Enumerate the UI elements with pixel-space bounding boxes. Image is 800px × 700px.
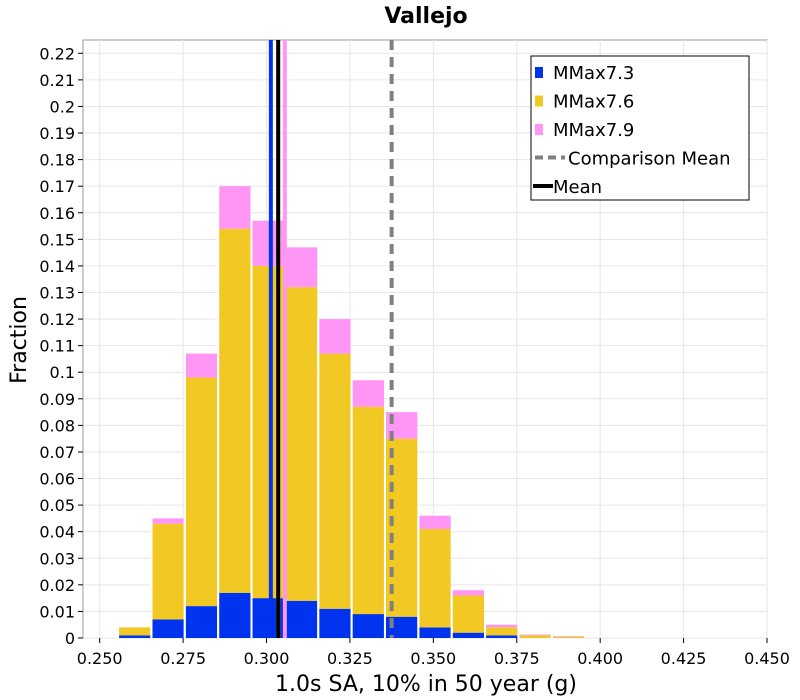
- legend-label: Comparison Mean: [568, 149, 731, 170]
- x-tick-label: 0.375: [494, 649, 540, 668]
- bar-mmax7-6: [119, 627, 151, 636]
- y-tick-label: 0.13: [39, 283, 75, 302]
- legend-swatch: [535, 67, 543, 78]
- bar-mmax7-6: [319, 353, 351, 609]
- bar-mmax7-3: [319, 608, 351, 638]
- bar-mmax7-9: [152, 518, 184, 524]
- x-axis-title: 1.0s SA, 10% in 50 year (g): [275, 672, 577, 697]
- y-tick-label: 0.18: [39, 151, 75, 170]
- y-tick-label: 0.21: [39, 71, 75, 90]
- y-tick-label: 0.07: [39, 443, 75, 462]
- bar-mmax7-9: [285, 247, 318, 288]
- bar-mmax7-6: [519, 635, 551, 638]
- bar-mmax7-3: [352, 614, 384, 638]
- y-tick-label: 0.03: [39, 549, 75, 568]
- x-tick-label: 0.450: [744, 649, 790, 668]
- bar-mmax7-6: [219, 228, 251, 593]
- bar-mmax7-3: [452, 632, 485, 638]
- y-tick-label: 0.01: [39, 602, 75, 621]
- legend-label: MMax7.3: [553, 63, 634, 84]
- y-axis-title: Fraction: [7, 296, 32, 384]
- bar-mmax7-3: [152, 619, 184, 638]
- bar-mmax7-3: [285, 600, 318, 638]
- bar-mmax7-9: [219, 186, 251, 229]
- x-tick-label: 0.300: [244, 649, 290, 668]
- bar-mmax7-6: [285, 287, 318, 601]
- y-tick-label: 0.09: [39, 390, 75, 409]
- legend-label: MMax7.9: [553, 120, 634, 141]
- bar-mmax7-6: [185, 377, 218, 607]
- bar-mmax7-6: [352, 406, 384, 615]
- y-tick-label: 0: [65, 629, 75, 648]
- bar-mmax7-9: [319, 319, 351, 354]
- bar-mmax7-6: [552, 636, 585, 638]
- y-tick-label: 0.15: [39, 230, 75, 249]
- bar-mmax7-6: [486, 627, 518, 636]
- y-tick-label: 0.08: [39, 416, 75, 435]
- bar-mmax7-9: [486, 624, 518, 628]
- y-tick-label: 0.1: [50, 363, 75, 382]
- bar-mmax7-9: [419, 515, 451, 530]
- y-tick-label: 0.17: [39, 177, 75, 196]
- y-tick-label: 0.05: [39, 496, 75, 515]
- y-tick-label: 0.19: [39, 124, 75, 143]
- y-tick-label: 0.22: [39, 44, 75, 63]
- bar-mmax7-9: [352, 380, 384, 407]
- bar-mmax7-9: [519, 634, 551, 636]
- x-tick-label: 0.325: [327, 649, 373, 668]
- legend-box: [530, 55, 750, 201]
- bar-mmax7-3: [219, 592, 251, 638]
- bar-mmax7-6: [152, 523, 184, 620]
- y-tick-label: 0.2: [50, 97, 75, 116]
- bar-mmax7-3: [385, 616, 418, 638]
- bar-mmax7-9: [452, 590, 485, 596]
- y-tick-label: 0.14: [39, 257, 75, 276]
- legend-label: MMax7.6: [553, 92, 634, 113]
- chart-title: Vallejo: [384, 4, 467, 29]
- bar-mmax7-9: [552, 636, 585, 637]
- bar-mmax7-3: [419, 627, 451, 638]
- bar-mmax7-9: [185, 353, 218, 378]
- y-axis-ticks: 0 0.01 0.02 0.03 0.04 0.05 0.06 0.07 0.08 0.09 0.1…: [39, 44, 83, 648]
- mean-lines: [268, 40, 394, 638]
- x-tick-label: 0.425: [661, 649, 707, 668]
- legend-swatch: [535, 124, 543, 135]
- x-tick-label: 0.400: [577, 649, 623, 668]
- y-tick-label: 0.11: [39, 337, 75, 356]
- bar-mmax7-6: [452, 595, 485, 633]
- x-axis-ticks: 0.250 0.275 0.300 0.325 0.350 0.375 0.400 0.425…: [77, 638, 790, 668]
- legend-label: Mean: [553, 177, 602, 198]
- x-tick-label: 0.350: [410, 649, 456, 668]
- bar-mmax7-3: [119, 635, 151, 638]
- x-tick-label: 0.275: [160, 649, 206, 668]
- legend-swatch: [535, 95, 543, 107]
- y-tick-label: 0.02: [39, 576, 75, 595]
- bar-mmax7-6: [419, 529, 451, 628]
- legend: MMax7.3 MMax7.6 MMax7.9 Comparison Mean Mean: [530, 55, 750, 201]
- y-tick-label: 0.04: [39, 523, 75, 542]
- y-tick-label: 0.06: [39, 470, 75, 489]
- x-tick-label: 0.250: [77, 649, 123, 668]
- bar-mmax7-3: [486, 635, 518, 638]
- y-tick-label: 0.16: [39, 204, 75, 223]
- bar-mmax7-3: [185, 606, 218, 638]
- y-tick-label: 0.12: [39, 310, 75, 329]
